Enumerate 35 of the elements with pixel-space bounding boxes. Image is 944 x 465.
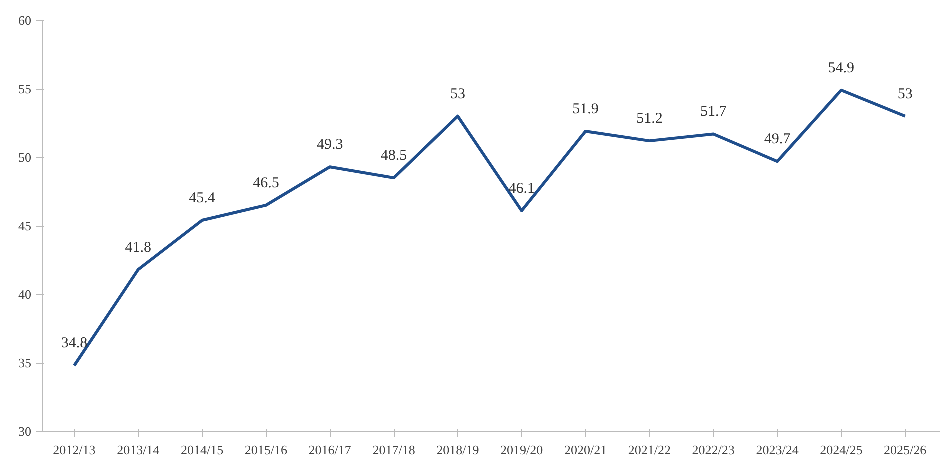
y-tick-label: 35 — [18, 356, 32, 370]
data-label: 53 — [450, 86, 466, 102]
data-label: 53 — [898, 86, 913, 102]
y-tick-label: 50 — [18, 150, 32, 165]
y-tick-label: 40 — [18, 287, 32, 302]
x-tick-label: 2014/15 — [180, 442, 224, 458]
y-tick-label: 60 — [18, 13, 32, 28]
data-label: 51.2 — [636, 111, 663, 128]
data-label: 46.1 — [508, 180, 535, 197]
y-tick-label: 30 — [18, 424, 32, 439]
data-label: 34.8 — [61, 336, 88, 352]
x-tick-label: 2013/14 — [117, 442, 160, 458]
x-tick-label: 2019/20 — [500, 442, 544, 458]
x-tick-label: 2018/19 — [436, 442, 480, 458]
data-label: 48.5 — [380, 148, 408, 164]
x-tick-label: 2025/26 — [884, 442, 928, 458]
x-tick-label: 2023/24 — [756, 442, 800, 458]
y-tick-label: 55 — [18, 82, 32, 96]
data-label: 41.8 — [125, 240, 152, 256]
x-tick-label: 2024/25 — [820, 442, 863, 458]
data-label: 49.3 — [316, 137, 344, 154]
data-label: 49.7 — [764, 132, 792, 148]
data-label: 51.9 — [572, 101, 599, 118]
x-tick-label: 2012/13 — [53, 442, 96, 458]
x-tick-label: 2020/21 — [564, 442, 608, 458]
x-tick-label: 2017/18 — [372, 442, 416, 458]
x-tick-label: 2016/17 — [308, 442, 352, 458]
data-label: 54.9 — [828, 60, 855, 76]
y-tick-label: 45 — [18, 218, 32, 234]
data-label: 46.5 — [253, 175, 280, 192]
x-tick-label: 2022/23 — [692, 442, 735, 458]
x-tick-label: 2015/16 — [244, 442, 288, 458]
x-tick-label: 2021/22 — [628, 442, 672, 458]
data-label: 45.4 — [189, 190, 216, 207]
data-label: 51.7 — [700, 104, 728, 120]
